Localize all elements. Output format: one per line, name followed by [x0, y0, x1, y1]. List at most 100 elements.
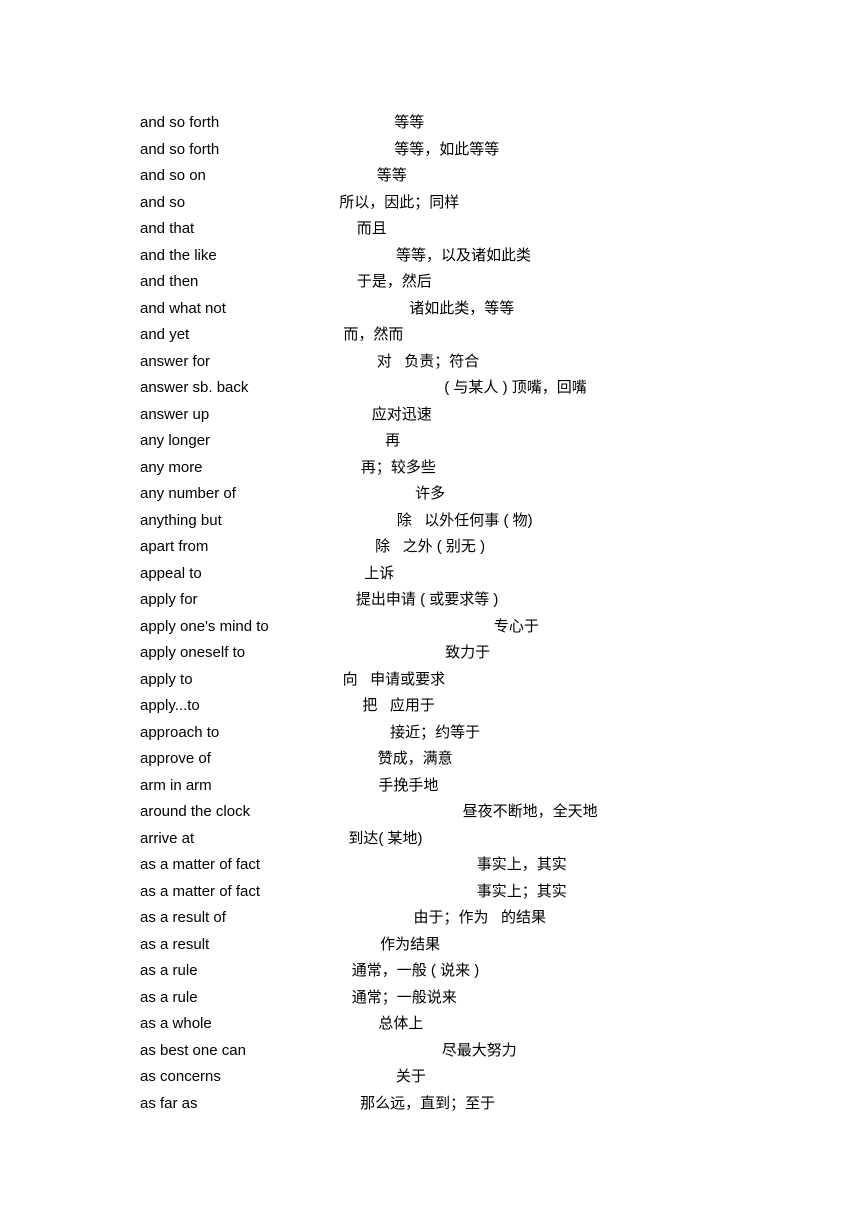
spacing [260, 879, 477, 906]
spacing [208, 534, 375, 561]
chinese-definition: 总体上 [378, 1011, 423, 1038]
chinese-definition: 于是，然后 [357, 269, 432, 296]
chinese-definition: 到达( 某地) [348, 826, 422, 853]
english-term: as best one can [140, 1038, 246, 1065]
english-term: as concerns [140, 1064, 221, 1091]
vocabulary-entry: any longer 再 [140, 428, 862, 455]
spacing [209, 402, 372, 429]
english-term: arrive at [140, 826, 194, 853]
english-term: approach to [140, 720, 219, 747]
vocabulary-entry: anything but 除 以外任何事 ( 物) [140, 508, 862, 535]
vocabulary-entry: and what not 诸如此类，等等 [140, 296, 862, 323]
chinese-definition: 事实上，其实 [477, 852, 567, 879]
chinese-definition: 昼夜不断地，全天地 [463, 799, 598, 826]
chinese-definition: 再；较多些 [361, 455, 436, 482]
chinese-definition: 赞成，满意 [378, 746, 453, 773]
english-term: as a rule [140, 985, 198, 1012]
vocabulary-entry: and so forth 等等 [140, 110, 862, 137]
english-term: as a result of [140, 905, 226, 932]
english-term: and the like [140, 243, 217, 270]
spacing [219, 720, 390, 747]
spacing [248, 375, 444, 402]
chinese-definition: 通常；一般说来 [352, 985, 457, 1012]
chinese-definition: 作为结果 [380, 932, 440, 959]
chinese-definition: 那么远，直到；至于 [360, 1091, 495, 1118]
vocabulary-entry: arrive at 到达( 某地) [140, 826, 862, 853]
chinese-definition: 尽最大努力 [442, 1038, 517, 1065]
vocabulary-entry: and that 而且 [140, 216, 862, 243]
english-term: as a matter of fact [140, 852, 260, 879]
vocabulary-entry: approach to 接近；约等于 [140, 720, 862, 747]
vocabulary-entry: appeal to 上诉 [140, 561, 862, 588]
english-term: as far as [140, 1091, 198, 1118]
vocabulary-entry: as a rule 通常，一般 ( 说来 ) [140, 958, 862, 985]
vocabulary-entry: as a matter of fact 事实上，其实 [140, 852, 862, 879]
vocabulary-entry: and the like 等等，以及诸如此类 [140, 243, 862, 270]
chinese-definition: 再 [385, 428, 400, 455]
chinese-definition: 而，然而 [343, 322, 403, 349]
chinese-definition: 许多 [415, 481, 445, 508]
english-term: apply...to [140, 693, 200, 720]
spacing [194, 826, 348, 853]
vocabulary-entry: around the clock 昼夜不断地，全天地 [140, 799, 862, 826]
chinese-definition: 上诉 [364, 561, 394, 588]
english-term: apply oneself to [140, 640, 245, 667]
vocabulary-entry: as a result 作为结果 [140, 932, 862, 959]
vocabulary-entry: as a whole 总体上 [140, 1011, 862, 1038]
vocabulary-entry: answer for 对 负责；符合 [140, 349, 862, 376]
vocabulary-entry: arm in arm 手挽手地 [140, 773, 862, 800]
english-term: apply for [140, 587, 198, 614]
chinese-definition: 接近；约等于 [390, 720, 480, 747]
english-term: apart from [140, 534, 208, 561]
vocabulary-entry: answer sb. back ( 与某人 ) 顶嘴，回嘴 [140, 375, 862, 402]
chinese-definition: 专心于 [494, 614, 539, 641]
chinese-definition: 等等 [377, 163, 407, 190]
spacing [219, 110, 394, 137]
vocabulary-entry: as far as 那么远，直到；至于 [140, 1091, 862, 1118]
vocabulary-entry: answer up 应对迅速 [140, 402, 862, 429]
spacing [246, 1038, 442, 1065]
spacing [217, 243, 396, 270]
spacing [210, 349, 377, 376]
spacing [221, 1064, 396, 1091]
chinese-definition: ( 与某人 ) 顶嘴，回嘴 [444, 375, 587, 402]
english-term: and what not [140, 296, 226, 323]
spacing [260, 852, 477, 879]
chinese-definition: 致力于 [445, 640, 490, 667]
vocabulary-entry: approve of 赞成，满意 [140, 746, 862, 773]
vocabulary-entry: apply to 向 申请或要求 [140, 667, 862, 694]
chinese-definition: 通常，一般 ( 说来 ) [352, 958, 480, 985]
chinese-definition: 向 申请或要求 [343, 667, 446, 694]
spacing [193, 667, 343, 694]
spacing [245, 640, 445, 667]
spacing [203, 455, 361, 482]
english-term: as a rule [140, 958, 198, 985]
spacing [222, 508, 397, 535]
english-term: and so [140, 190, 185, 217]
english-term: approve of [140, 746, 211, 773]
spacing [185, 190, 339, 217]
chinese-definition: 除 以外任何事 ( 物) [397, 508, 533, 535]
chinese-definition: 诸如此类，等等 [409, 296, 514, 323]
spacing [209, 932, 380, 959]
english-term: apply to [140, 667, 193, 694]
spacing [210, 428, 385, 455]
english-term: appeal to [140, 561, 202, 588]
vocabulary-entry: apply one's mind to 专心于 [140, 614, 862, 641]
chinese-definition: 关于 [396, 1064, 426, 1091]
spacing [200, 693, 363, 720]
vocabulary-entry: as a result of 由于；作为 的结果 [140, 905, 862, 932]
chinese-definition: 把 应用于 [362, 693, 435, 720]
chinese-definition: 手挽手地 [378, 773, 438, 800]
chinese-definition: 等等，如此等等 [394, 137, 499, 164]
vocabulary-entry: and so 所以，因此；同样 [140, 190, 862, 217]
spacing [202, 561, 365, 588]
english-term: anything but [140, 508, 222, 535]
english-term: and so forth [140, 137, 219, 164]
english-term: and so forth [140, 110, 219, 137]
spacing [198, 985, 352, 1012]
english-term: and so on [140, 163, 206, 190]
chinese-definition: 对 负责；符合 [377, 349, 480, 376]
spacing [211, 746, 378, 773]
spacing [236, 481, 415, 508]
